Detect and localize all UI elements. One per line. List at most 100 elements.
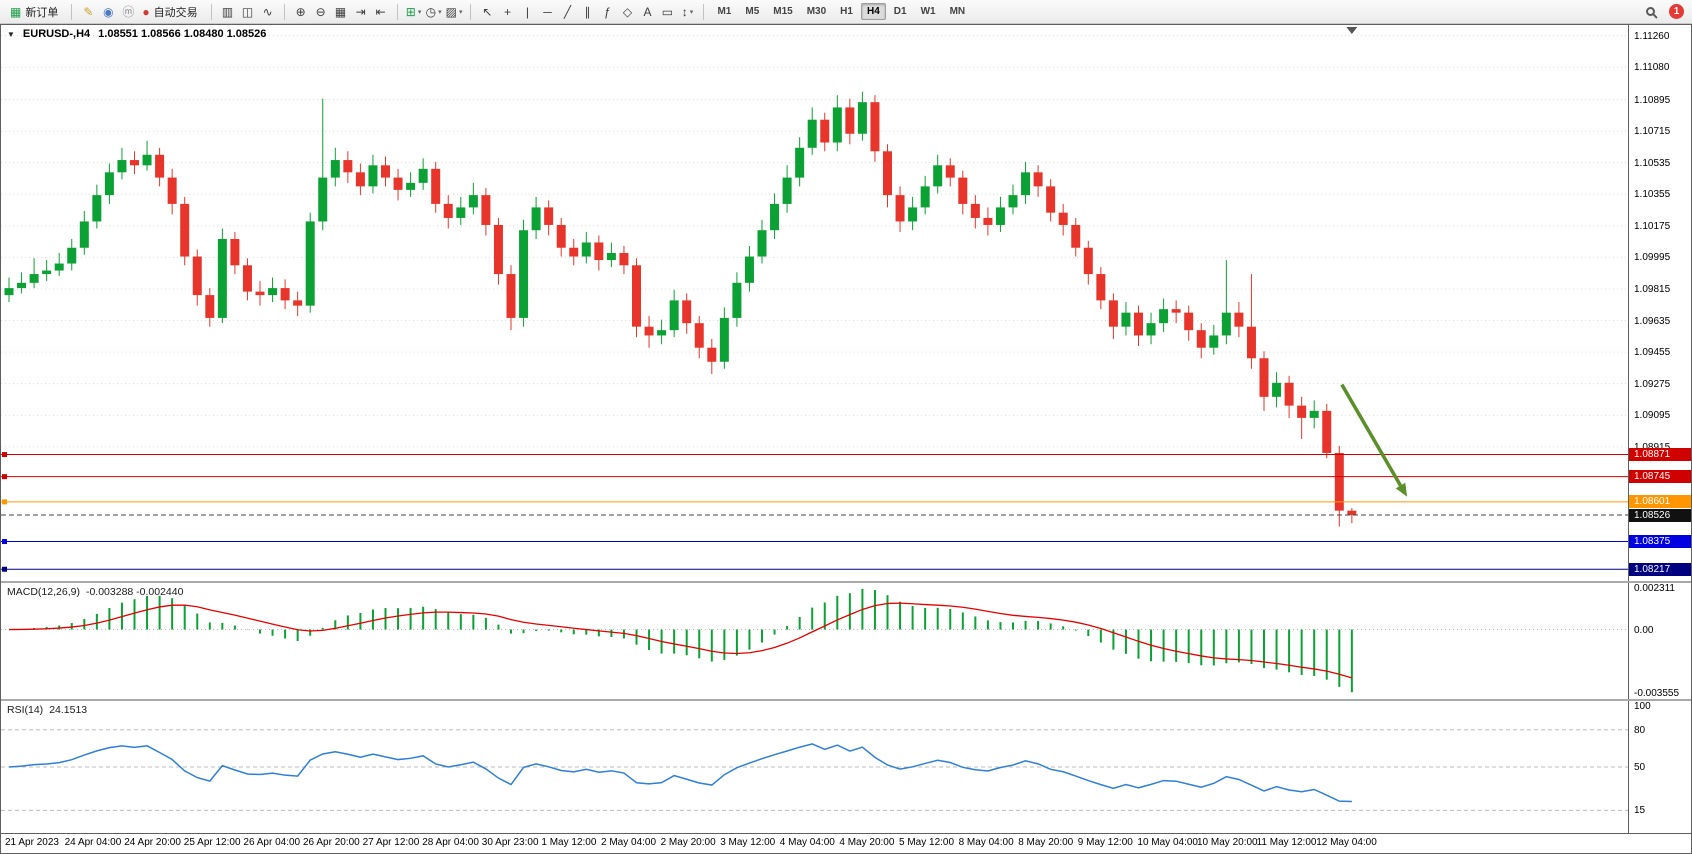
time-axis[interactable]: 21 Apr 2023 24 Apr 04:00 24 Apr 20:00 25 Ap… — [1, 833, 1691, 853]
candle-body — [933, 165, 943, 187]
candle-body — [368, 165, 378, 187]
candle-body — [406, 182, 416, 190]
candles — [4, 91, 1357, 527]
periods-icon[interactable]: ◷ ▾ — [424, 2, 444, 21]
macd-label: MACD(12,26,9) -0.003288 -0.002440 — [7, 586, 183, 598]
toolbar-separator — [71, 3, 73, 20]
cursor-icon[interactable]: ↖ — [477, 2, 497, 21]
auto-trading-button[interactable]: ● 自动交易 — [138, 2, 204, 21]
timeframe-m1[interactable]: M1 — [717, 6, 732, 17]
search-icon[interactable] — [1640, 2, 1660, 21]
level-handle[interactable] — [2, 566, 7, 572]
time-label: 24 Apr 20:00 — [124, 837, 181, 848]
candle-body — [958, 177, 968, 204]
price-tick-label: 1.10175 — [1634, 220, 1671, 232]
candle-body — [1246, 326, 1256, 359]
timeframe-h4[interactable]: H4 — [860, 3, 886, 20]
candle-body — [519, 230, 529, 318]
mql5-community-icon[interactable]: ⓜ — [118, 2, 138, 21]
price-tick-label: 1.08915 — [1634, 442, 1670, 453]
trendline-icon[interactable]: ╱ — [557, 2, 577, 21]
templates-icon[interactable]: ▨ ▾ — [444, 2, 465, 21]
market-watch-icon[interactable]: ◉ — [98, 2, 118, 21]
candle-body — [318, 177, 328, 222]
candle-body — [205, 295, 215, 318]
text-label-icon[interactable]: ▭ — [657, 2, 677, 21]
rsi-tick-label: 50 — [1634, 762, 1646, 773]
candle-body — [995, 207, 1005, 225]
candle-body — [79, 221, 89, 248]
notifications-badge[interactable]: 1 — [1669, 4, 1684, 19]
zoom-in-icon-glyph: ⊕ — [295, 4, 306, 19]
candle-body — [468, 195, 478, 208]
level-handle[interactable] — [2, 474, 7, 480]
level-handle[interactable] — [2, 539, 7, 545]
zoom-in-icon[interactable]: ⊕ — [291, 2, 311, 21]
candle-body — [544, 207, 554, 225]
bar-chart-icon[interactable]: ▥ — [218, 2, 238, 21]
chart-symbol-period: EURUSD-,H4 — [22, 28, 91, 40]
one-click-trading-toggle[interactable]: ▼ — [7, 29, 15, 39]
candle-body — [355, 172, 365, 187]
metaeditor-icon[interactable]: ✎ — [78, 2, 98, 21]
timeframe-mn[interactable]: MN — [949, 6, 966, 17]
timeframe-m30[interactable]: M30 — [806, 6, 827, 17]
candle-body — [606, 253, 616, 261]
timeframe-w1[interactable]: W1 — [920, 6, 936, 17]
arrows-icon[interactable]: ↕ ▾ — [677, 2, 697, 21]
toolbar-group-trade: ▦ 新订单 — [6, 2, 65, 21]
zoom-out-icon[interactable]: ⊖ — [311, 2, 331, 21]
candle-body — [1259, 358, 1269, 397]
candle-body — [757, 230, 767, 257]
timeframe-m5[interactable]: M5 — [745, 6, 760, 17]
timeframe-d1[interactable]: D1 — [893, 6, 907, 17]
timeframe-h1[interactable]: H1 — [840, 6, 853, 17]
pane-separator[interactable] — [1, 699, 1691, 701]
candle-body — [1071, 224, 1081, 248]
level-handle[interactable] — [2, 452, 7, 458]
new-order-button[interactable]: ▦ 新订单 — [6, 2, 65, 21]
level-price-tag: 1.08217 — [1629, 562, 1691, 576]
chart-shift-marker[interactable] — [1346, 27, 1358, 34]
candle-body — [1209, 335, 1219, 348]
time-label: 10 May 20:00 — [1197, 837, 1258, 848]
auto-trading-icon: ● — [142, 4, 150, 19]
shapes-icon[interactable]: ◇ — [617, 2, 637, 21]
candle-body — [1234, 312, 1244, 327]
macd-plot[interactable]: MACD(12,26,9) -0.003288 -0.002440 — [1, 583, 1628, 699]
tile-windows-icon[interactable]: ▦ — [331, 2, 351, 21]
trend-arrow[interactable] — [1340, 383, 1403, 487]
indicators-icon[interactable]: ⊞ ▾ — [404, 2, 424, 21]
candle-body — [682, 300, 692, 324]
candle-body — [857, 102, 867, 134]
time-label: 30 Apr 23:00 — [481, 837, 539, 848]
candle-body — [531, 207, 541, 231]
chart-shift-icon[interactable]: ⇤ — [371, 2, 391, 21]
crosshair-icon[interactable]: + — [497, 2, 517, 21]
price-scale[interactable]: 1.11260 1.11080 1.10895 1.10715 1.10535 1.103… — [1628, 25, 1691, 581]
price-chart-canvas[interactable] — [1, 25, 1628, 581]
rsi-plot[interactable]: RSI(14) 24.1513 — [1, 701, 1628, 833]
timeframe-m15[interactable]: M15 — [773, 6, 793, 17]
toolbar-group-dropdowns: ⊞ ▾ ◷ ▾ ▨ ▾ — [404, 2, 465, 21]
text-icon[interactable]: A — [637, 2, 657, 21]
candle-body — [569, 247, 579, 257]
horizontal-line-icon-glyph: ─ — [543, 4, 552, 19]
candle-body — [770, 203, 780, 231]
candle-body — [142, 154, 152, 166]
equidistant-channel-icon[interactable]: ∥ — [577, 2, 597, 21]
auto-scroll-icon[interactable]: ⇥ — [351, 2, 371, 21]
rsi-canvas[interactable] — [1, 701, 1628, 833]
vertical-line-icon[interactable]: | — [517, 2, 537, 21]
fibonacci-icon[interactable]: ƒ — [597, 2, 617, 21]
level-price-tag: 1.08745 — [1629, 470, 1691, 484]
candle-body — [1297, 405, 1307, 418]
line-chart-icon[interactable]: ∿ — [258, 2, 278, 21]
candlestick-chart-icon[interactable]: ◫ — [238, 2, 258, 21]
horizontal-line-icon[interactable]: ─ — [537, 2, 557, 21]
level-handle[interactable] — [2, 499, 7, 505]
macd-canvas[interactable] — [1, 583, 1628, 699]
price-plot[interactable]: ▼ EURUSD-,H4 1.08551 1.08566 1.08480 1.0… — [1, 25, 1628, 581]
pane-separator[interactable] — [1, 581, 1691, 583]
candle-body — [305, 221, 315, 306]
